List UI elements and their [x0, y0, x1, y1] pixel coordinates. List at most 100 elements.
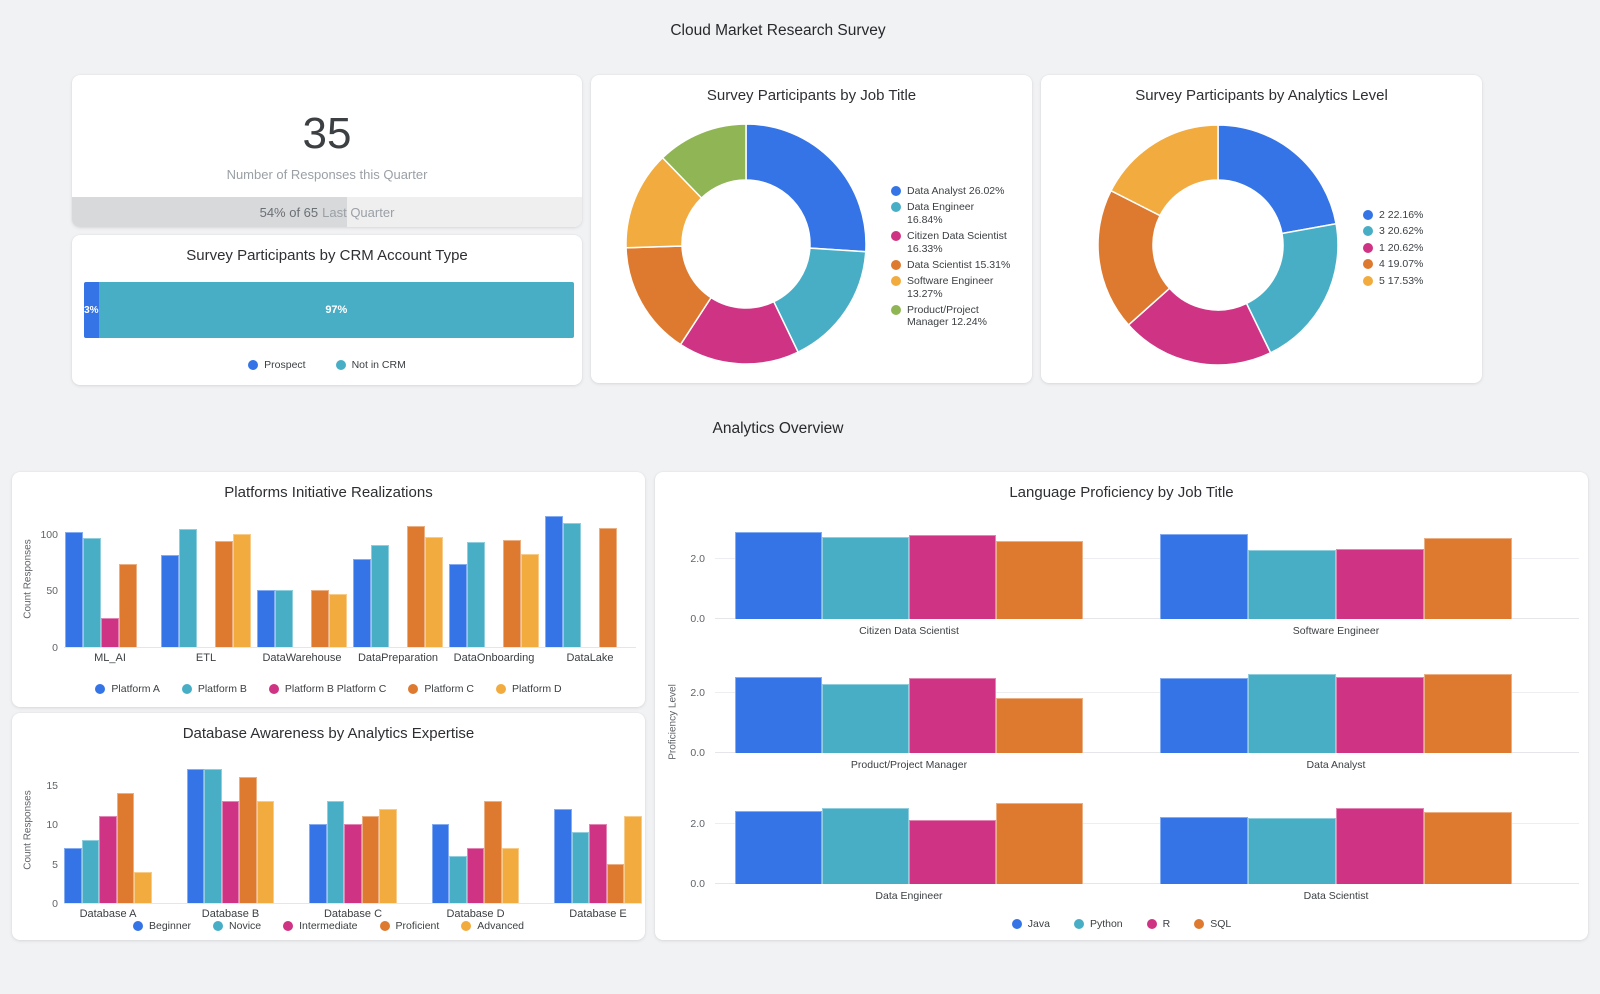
bar-advanced-database-e[interactable]: [624, 816, 642, 903]
bar-beginner-database-e[interactable]: [554, 808, 572, 903]
bar-sql-data-analyst[interactable]: [1424, 673, 1512, 753]
bar-proficient-database-b[interactable]: [239, 777, 257, 903]
bar-beginner-database-d[interactable]: [431, 824, 450, 903]
crm-bar-segment-not-in-crm[interactable]: 97%: [98, 282, 574, 338]
bar-r-software-engineer[interactable]: [1336, 548, 1424, 619]
bar-r-data-analyst[interactable]: [1336, 676, 1424, 753]
bar-python-software-engineer[interactable]: [1248, 550, 1336, 619]
bar-platform-c-ml-ai[interactable]: [119, 564, 137, 647]
bar-platform-d-etl[interactable]: [233, 533, 251, 647]
bar-java-data-engineer[interactable]: [735, 810, 822, 884]
bar-java-product-project-manager[interactable]: [735, 676, 822, 753]
legend-item-sql[interactable]: SQL: [1194, 918, 1231, 930]
donut-slice-product-project-manager[interactable]: [661, 123, 747, 200]
crm-bar-segment-prospect[interactable]: 3%: [84, 282, 99, 338]
legend-item-platform-b[interactable]: Platform B: [181, 683, 247, 695]
bar-sql-software-engineer[interactable]: [1424, 538, 1512, 619]
bar-advanced-database-b[interactable]: [256, 800, 275, 903]
bar-platform-a-ml-ai[interactable]: [65, 531, 83, 647]
legend-item-citizen-data-scientist[interactable]: Citizen Data Scientist 16.33%: [891, 230, 1023, 255]
legend-item-intermediate[interactable]: Intermediate: [283, 920, 358, 932]
legend-item-proficient[interactable]: Proficient: [379, 920, 439, 932]
legend-item-2[interactable]: 2 22.16%: [1363, 209, 1473, 221]
bar-platform-c-datalake[interactable]: [599, 528, 617, 647]
legend-item-4[interactable]: 4 19.07%: [1363, 258, 1473, 270]
donut-slice-3[interactable]: [1245, 222, 1339, 354]
bar-platform-b-platform-c-ml-ai[interactable]: [101, 617, 119, 647]
bar-platform-a-etl[interactable]: [161, 555, 179, 647]
bar-sql-product-project-manager[interactable]: [996, 697, 1083, 753]
bar-python-data-scientist[interactable]: [1248, 818, 1336, 884]
bar-platform-b-datawarehouse[interactable]: [275, 590, 293, 647]
bar-intermediate-database-c[interactable]: [344, 824, 362, 903]
bar-novice-database-c[interactable]: [326, 800, 345, 903]
bar-r-product-project-manager[interactable]: [909, 678, 996, 753]
legend-item-software-engineer[interactable]: Software Engineer 13.27%: [891, 275, 1023, 300]
bar-novice-database-e[interactable]: [571, 832, 590, 903]
legend-item-python[interactable]: Python: [1073, 918, 1123, 930]
bar-r-citizen-data-scientist[interactable]: [909, 535, 996, 619]
bar-platform-a-datawarehouse[interactable]: [257, 590, 275, 647]
bar-platform-b-ml-ai[interactable]: [83, 538, 101, 647]
bar-novice-database-a[interactable]: [81, 840, 100, 903]
bar-intermediate-database-e[interactable]: [589, 824, 607, 903]
bar-platform-d-datawarehouse[interactable]: [329, 593, 347, 647]
bar-platform-b-etl[interactable]: [179, 529, 197, 647]
donut-slice-2[interactable]: [1217, 124, 1337, 235]
legend-item-prospect[interactable]: Prospect: [248, 359, 306, 371]
bar-intermediate-database-d[interactable]: [466, 847, 485, 903]
bar-java-software-engineer[interactable]: [1160, 533, 1248, 619]
donut-slice-data-analyst[interactable]: [745, 123, 867, 253]
bar-sql-citizen-data-scientist[interactable]: [996, 541, 1083, 619]
legend-item-1[interactable]: 1 20.62%: [1363, 242, 1473, 254]
bar-advanced-database-a[interactable]: [134, 871, 152, 903]
donut-slice-1[interactable]: [1127, 287, 1272, 366]
legend-item-data-engineer[interactable]: Data Engineer 16.84%: [891, 201, 1023, 226]
bar-beginner-database-a[interactable]: [64, 847, 82, 903]
legend-item-platform-a[interactable]: Platform A: [95, 683, 160, 695]
bar-proficient-database-a[interactable]: [116, 792, 135, 903]
bar-advanced-database-d[interactable]: [501, 847, 520, 903]
bar-intermediate-database-b[interactable]: [221, 800, 240, 903]
bar-proficient-database-d[interactable]: [484, 800, 502, 903]
bar-sql-data-engineer[interactable]: [996, 803, 1083, 884]
bar-platform-d-datapreparation[interactable]: [425, 537, 443, 647]
bar-sql-data-scientist[interactable]: [1424, 812, 1512, 884]
bar-platform-c-datawarehouse[interactable]: [311, 590, 329, 647]
bar-platform-a-dataonboarding[interactable]: [449, 564, 467, 647]
donut-slice-5[interactable]: [1109, 124, 1219, 217]
bar-platform-b-datalake[interactable]: [563, 522, 581, 647]
legend-item-product-project-manager[interactable]: Product/Project Manager 12.24%: [891, 304, 1023, 329]
legend-item-advanced[interactable]: Advanced: [461, 920, 524, 932]
bar-python-data-analyst[interactable]: [1248, 673, 1336, 753]
legend-item-5[interactable]: 5 17.53%: [1363, 275, 1473, 287]
bar-intermediate-database-a[interactable]: [99, 816, 117, 903]
bar-platform-b-datapreparation[interactable]: [371, 545, 389, 647]
bar-platform-a-datalake[interactable]: [545, 515, 563, 647]
bar-python-data-engineer[interactable]: [822, 807, 909, 884]
bar-java-citizen-data-scientist[interactable]: [735, 532, 822, 619]
bar-platform-c-datapreparation[interactable]: [407, 526, 425, 647]
bar-advanced-database-c[interactable]: [379, 808, 397, 903]
bar-r-data-scientist[interactable]: [1336, 807, 1424, 884]
bar-novice-database-d[interactable]: [449, 855, 467, 903]
bar-python-citizen-data-scientist[interactable]: [822, 536, 909, 619]
bar-r-data-engineer[interactable]: [909, 819, 996, 884]
bar-beginner-database-b[interactable]: [186, 769, 205, 903]
bar-platform-c-etl[interactable]: [215, 540, 233, 647]
legend-item-data-scientist[interactable]: Data Scientist 15.31%: [891, 259, 1023, 271]
bar-platform-c-dataonboarding[interactable]: [503, 539, 521, 647]
bar-novice-database-b[interactable]: [204, 769, 222, 903]
legend-item-data-analyst[interactable]: Data Analyst 26.02%: [891, 185, 1023, 197]
legend-item-3[interactable]: 3 20.62%: [1363, 225, 1473, 237]
legend-item-platform-d[interactable]: Platform D: [495, 683, 562, 695]
bar-platform-a-datapreparation[interactable]: [353, 558, 371, 647]
bar-proficient-database-e[interactable]: [606, 863, 625, 903]
bar-java-data-scientist[interactable]: [1160, 816, 1248, 884]
legend-item-not-in-crm[interactable]: Not in CRM: [335, 359, 406, 371]
legend-item-r[interactable]: R: [1146, 918, 1170, 930]
bar-beginner-database-c[interactable]: [309, 824, 327, 903]
bar-platform-b-dataonboarding[interactable]: [467, 541, 485, 647]
bar-proficient-database-c[interactable]: [361, 816, 380, 903]
legend-item-java[interactable]: Java: [1011, 918, 1050, 930]
